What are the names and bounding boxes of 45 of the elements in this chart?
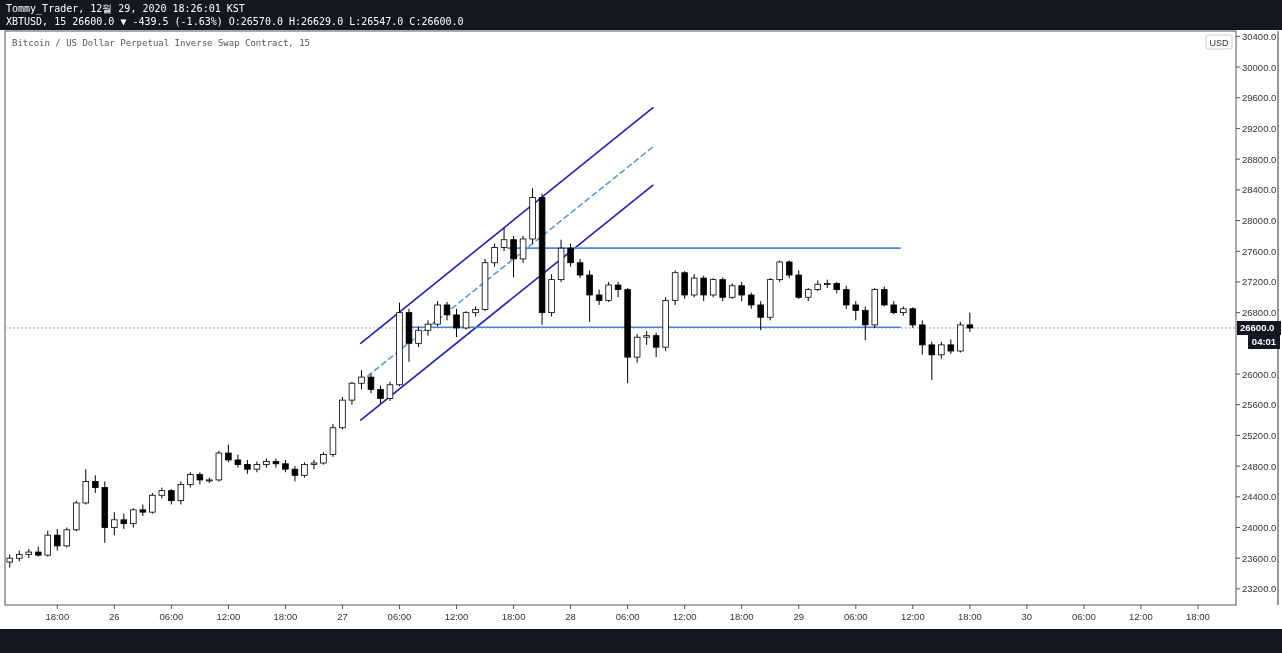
text: XBTUSD, 15 26600.0 ▼ -439.5 (-1.63%) O:26570.0 H:26629.0 L:26547.0 C:26600.0 (6, 16, 464, 27)
x-tick-label: 06:00 (615, 611, 640, 622)
y-tick-label: 23200.0 (1242, 583, 1277, 595)
x-tick-label: 18:00 (729, 611, 754, 622)
x-tick-label: 30 (1021, 611, 1033, 622)
y-tick-label: 25200.0 (1242, 429, 1277, 441)
y-axis-title: USD (1209, 37, 1229, 48)
x-tick-label: 12:00 (900, 611, 925, 622)
y-tick-label: 26800.0 (1242, 307, 1277, 319)
x-tick-label: 18:00 (273, 611, 298, 622)
x-tick-label: 18:00 (1186, 611, 1210, 622)
x-tick-label: 18:00 (45, 611, 70, 622)
y-tick-label: 30400.0 (1242, 30, 1277, 42)
y-tick-label: 24400.0 (1242, 491, 1277, 503)
x-tick-label: 12:00 (672, 611, 697, 622)
y-tick-label: 24800.0 (1242, 460, 1277, 472)
x-tick-label: 26 (109, 611, 120, 622)
x-tick-label: 06:00 (159, 611, 184, 622)
y-tick-label: 23600.0 (1242, 552, 1277, 564)
ref-line-label: 26600.0 (1240, 322, 1275, 334)
text: 04:01 (1251, 336, 1277, 348)
x-tick-label: 06:00 (387, 611, 412, 622)
chart-subtitle: Tommy_Trader, 12월 29, 2020 18:26:01 KST (6, 3, 245, 15)
x-tick-label: 28 (565, 611, 576, 622)
x-tick-label: 06:00 (843, 611, 868, 622)
y-tick-label: 24000.0 (1242, 521, 1277, 533)
x-tick-label: 12:00 (444, 611, 469, 622)
y-tick-label: 28400.0 (1242, 184, 1277, 196)
text: Bitcoin / US Dollar Perpetual Inverse Swap Contract, 15 (12, 38, 311, 48)
x-tick-label: 29 (793, 611, 805, 622)
x-tick-label: 12:00 (1129, 611, 1153, 622)
y-tick-label: 28000.0 (1242, 215, 1277, 227)
y-tick-label: 26000.0 (1242, 368, 1277, 380)
y-tick-label: 25600.0 (1242, 399, 1277, 411)
x-tick-label: 12:00 (216, 611, 241, 622)
x-tick-label: 06:00 (1072, 611, 1096, 622)
x-tick-label: 18:00 (957, 611, 982, 622)
y-tick-label: 29200.0 (1242, 122, 1277, 134)
y-tick-label: 30000.0 (1242, 61, 1277, 73)
y-tick-label: 29600.0 (1242, 92, 1277, 104)
x-tick-label: 18:00 (501, 611, 526, 622)
y-tick-label: 28800.0 (1242, 153, 1277, 165)
y-tick-label: 27200.0 (1242, 276, 1277, 288)
y-tick-label: 27600.0 (1242, 245, 1277, 257)
x-tick-label: 27 (337, 611, 348, 622)
